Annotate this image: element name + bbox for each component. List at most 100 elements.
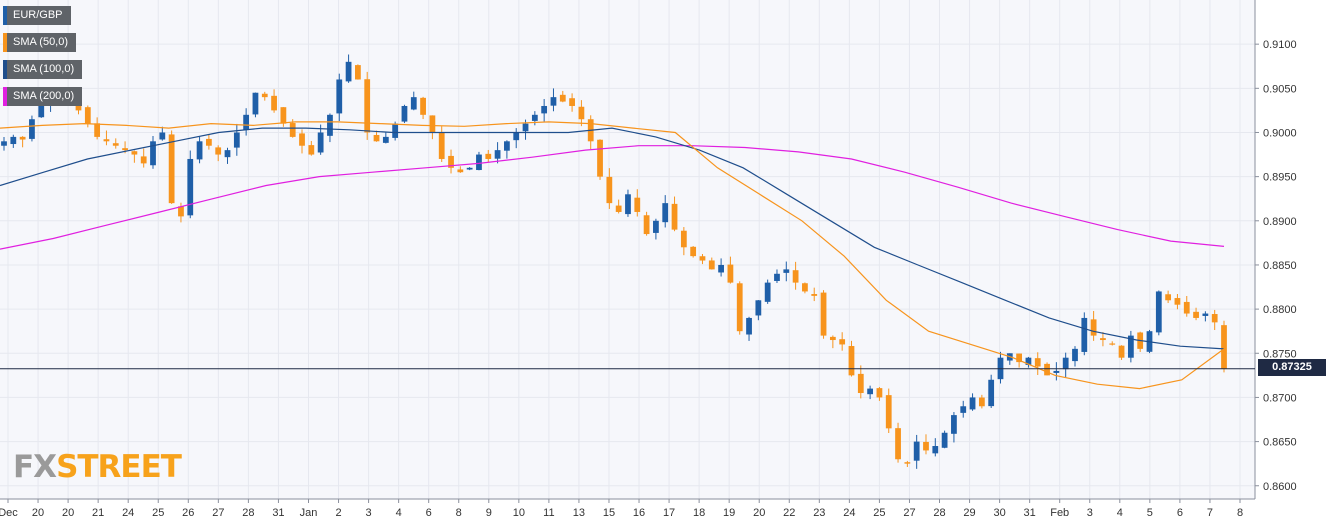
x-tick-label: 31 bbox=[1024, 507, 1036, 519]
candle-body bbox=[1034, 358, 1041, 367]
x-tick-label: 8 bbox=[456, 507, 462, 519]
y-tick-label: 0.8750 bbox=[1263, 348, 1297, 360]
x-tick-label: 4 bbox=[1117, 507, 1123, 519]
x-tick-label: Dec bbox=[0, 507, 18, 519]
candle-body bbox=[783, 269, 790, 273]
x-tick-label: 3 bbox=[366, 507, 372, 519]
x-tick-label: 24 bbox=[843, 507, 855, 519]
candle-body bbox=[1090, 319, 1097, 336]
candle-body bbox=[718, 264, 724, 273]
candle-body bbox=[680, 230, 687, 248]
candle-body bbox=[513, 132, 520, 141]
candle-body bbox=[215, 147, 222, 155]
legend-label-eurgbp: EUR/GBP bbox=[13, 9, 63, 21]
candle-body bbox=[233, 132, 240, 148]
candle-body bbox=[662, 203, 669, 223]
y-tick-label: 0.8600 bbox=[1263, 481, 1297, 493]
x-tick-label: 21 bbox=[92, 507, 104, 519]
candle-body bbox=[504, 141, 510, 151]
candle-body bbox=[1165, 294, 1172, 301]
candle-body bbox=[336, 79, 343, 114]
candle-body bbox=[485, 153, 492, 159]
candle-body bbox=[969, 397, 976, 410]
candle-body bbox=[550, 97, 557, 106]
logo-street: STREET bbox=[56, 449, 182, 485]
candle-body bbox=[755, 300, 762, 316]
sma-100-line bbox=[0, 127, 1225, 350]
candle-body bbox=[820, 292, 827, 336]
x-tick-label: 25 bbox=[873, 507, 885, 519]
candle-body bbox=[150, 141, 156, 166]
x-tick-label: 28 bbox=[933, 507, 945, 519]
candle-body bbox=[857, 373, 864, 394]
candle-body bbox=[112, 143, 119, 146]
candle-body bbox=[299, 133, 305, 146]
candle-body bbox=[84, 107, 91, 124]
candle-body bbox=[569, 98, 575, 106]
sma-200-line bbox=[0, 145, 1225, 250]
y-tick-label: 0.8700 bbox=[1263, 392, 1297, 404]
candle-body bbox=[1118, 345, 1125, 358]
legend-swatch-sma-100 bbox=[3, 60, 7, 79]
candle-body bbox=[1100, 338, 1106, 341]
current-price-tag: 0.87325 bbox=[1258, 359, 1326, 376]
candle-body bbox=[308, 145, 315, 155]
x-tick-label: 13 bbox=[573, 507, 585, 519]
candle-body bbox=[1062, 357, 1069, 370]
candle-body bbox=[643, 215, 650, 235]
candle-body bbox=[178, 206, 184, 217]
candle-body bbox=[103, 139, 110, 142]
candle-body bbox=[839, 339, 846, 345]
candle-body bbox=[764, 282, 771, 302]
candle-body bbox=[187, 158, 194, 216]
candle-body bbox=[1127, 335, 1134, 358]
candle-body bbox=[261, 93, 268, 98]
candle-body bbox=[252, 92, 259, 115]
legend-swatch-sma-200 bbox=[3, 87, 7, 106]
candle-body bbox=[1053, 370, 1060, 373]
candle-body bbox=[811, 294, 818, 296]
candle-body bbox=[904, 462, 911, 464]
x-tick-label: 27 bbox=[903, 507, 915, 519]
candle-body bbox=[699, 256, 706, 261]
legend-sma-100: SMA (100,0) bbox=[3, 60, 83, 79]
candle-body bbox=[1072, 348, 1078, 362]
candle-body bbox=[94, 123, 101, 137]
candle-body bbox=[140, 156, 147, 164]
candle-body bbox=[1211, 314, 1218, 323]
candle-body bbox=[317, 132, 324, 153]
candle-body bbox=[736, 283, 743, 332]
x-tick-label: 20 bbox=[62, 507, 74, 519]
candle-body bbox=[10, 136, 17, 145]
candle-body bbox=[420, 97, 426, 115]
candle-body bbox=[289, 123, 296, 137]
candle-body bbox=[1, 141, 7, 146]
candle-body bbox=[531, 114, 538, 121]
candle-body bbox=[802, 283, 808, 292]
x-tick-label: 24 bbox=[122, 507, 134, 519]
x-tick-label: 17 bbox=[663, 507, 675, 519]
x-tick-label: 19 bbox=[723, 507, 735, 519]
x-tick-label: 26 bbox=[182, 507, 194, 519]
candle-body bbox=[941, 432, 948, 448]
fxstreet-logo: FXSTREET bbox=[13, 449, 182, 485]
x-tick-label: 20 bbox=[753, 507, 765, 519]
x-tick-label: 10 bbox=[513, 507, 525, 519]
candle-body bbox=[951, 415, 957, 434]
candle-body bbox=[392, 123, 399, 138]
candle-body bbox=[578, 106, 585, 120]
candle-body bbox=[401, 105, 408, 122]
candle-body bbox=[1183, 301, 1190, 314]
candle-body bbox=[1193, 311, 1199, 318]
candle-body bbox=[885, 395, 892, 429]
candle-body bbox=[280, 107, 287, 124]
x-tick-label: 28 bbox=[242, 507, 254, 519]
x-tick-label: Jan bbox=[300, 507, 318, 519]
candle-body bbox=[522, 123, 529, 132]
y-tick-label: 0.9100 bbox=[1263, 39, 1297, 51]
x-tick-label: 8 bbox=[1237, 507, 1243, 519]
candle-body bbox=[1221, 325, 1227, 369]
logo-fx: FX bbox=[13, 449, 57, 485]
x-tick-label: 30 bbox=[993, 507, 1005, 519]
